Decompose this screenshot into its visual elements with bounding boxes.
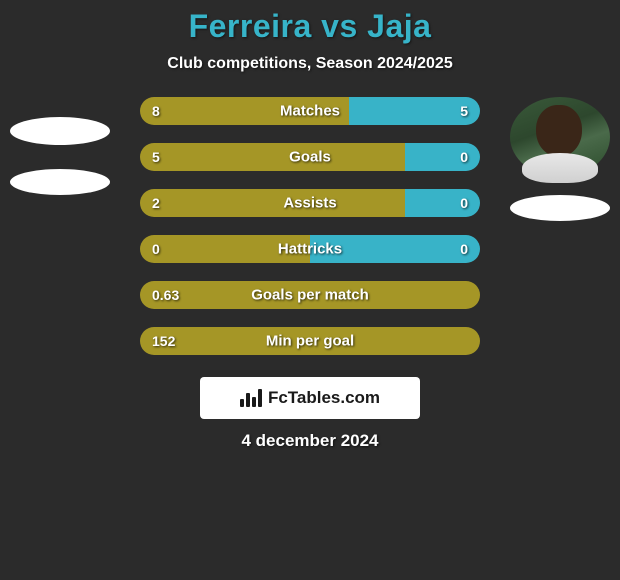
stat-bar-right [405, 189, 480, 217]
stat-bar-right [405, 143, 480, 171]
stat-value-right: 0 [460, 195, 468, 211]
stat-row: Goals 5 0 [140, 143, 480, 171]
stat-bar-left [140, 143, 405, 171]
page-title: Ferreira vs Jaja [0, 8, 620, 45]
right-player-column [510, 97, 610, 221]
chart-icon-bar [258, 389, 262, 407]
chart-icon-bar [246, 393, 250, 407]
stat-value-right: 0 [460, 241, 468, 257]
branding-badge: FcTables.com [200, 377, 420, 419]
stat-value-right: 5 [460, 103, 468, 119]
stat-label: Assists [283, 195, 336, 212]
chart-icon-bar [252, 397, 256, 407]
chart-icon-bar [240, 399, 244, 407]
brand-text: FcTables.com [268, 388, 380, 408]
stat-value-left: 0.63 [152, 287, 179, 303]
subtitle: Club competitions, Season 2024/2025 [0, 55, 620, 73]
stat-label: Hattricks [278, 241, 342, 258]
stat-row: Min per goal 152 [140, 327, 480, 355]
chart-icon [240, 389, 262, 407]
left-team-badge [10, 169, 110, 195]
right-player-avatar [510, 97, 610, 177]
stat-label: Goals per match [251, 287, 369, 304]
stat-value-right: 0 [460, 149, 468, 165]
left-player-column [10, 97, 110, 195]
stat-value-left: 5 [152, 149, 160, 165]
comparison-infographic: Ferreira vs Jaja Club competitions, Seas… [0, 0, 620, 451]
stat-label: Min per goal [266, 333, 354, 350]
stat-row: Assists 2 0 [140, 189, 480, 217]
stat-value-left: 2 [152, 195, 160, 211]
date-text: 4 december 2024 [0, 431, 620, 451]
left-player-avatar [10, 117, 110, 145]
stat-row: Goals per match 0.63 [140, 281, 480, 309]
stat-value-left: 8 [152, 103, 160, 119]
right-team-badge [510, 195, 610, 221]
stat-row: Matches 8 5 [140, 97, 480, 125]
stat-bars: Matches85Goals50Assists20Hattricks00Goal… [140, 97, 480, 355]
stat-row: Hattricks 0 0 [140, 235, 480, 263]
stat-label: Matches [280, 103, 340, 120]
stat-value-left: 152 [152, 333, 175, 349]
stat-label: Goals [289, 149, 331, 166]
stat-bar-left [140, 189, 405, 217]
content-area: Matches85Goals50Assists20Hattricks00Goal… [0, 97, 620, 355]
stat-value-left: 0 [152, 241, 160, 257]
